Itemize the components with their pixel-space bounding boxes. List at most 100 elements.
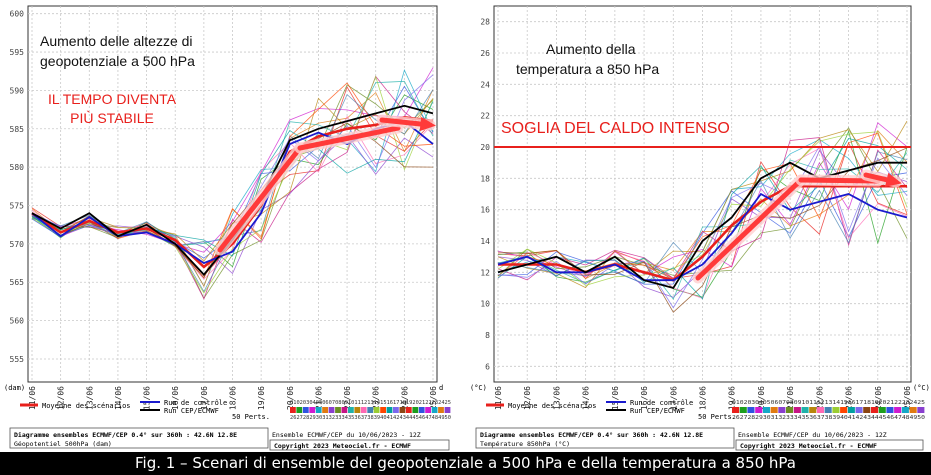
y-tick-label: 24	[480, 80, 490, 89]
legend-member-swatch	[438, 407, 444, 413]
ensemble-member-line	[497, 138, 908, 300]
legend-member-swatch	[309, 407, 316, 413]
legend-member-swatch	[732, 407, 740, 413]
legend-members-row1: 0102030405060708091011121314151617181920…	[732, 400, 925, 406]
legend-member-swatch	[444, 407, 451, 413]
footer-line2: Température 850hPa (°C)	[480, 440, 570, 448]
legend-control-label: Run de contrôle	[630, 399, 693, 407]
x-tick-label: 21/06	[314, 386, 323, 410]
legend-member-swatch	[824, 407, 832, 413]
annotation-stable-line2: PIÙ STABILE	[70, 110, 154, 126]
legend-member-swatch	[386, 407, 393, 413]
temperature-chart: 6 8 10 12 14 16 18 20 22 24 26 28 11/06 12/06 13/06 14/…	[470, 5, 930, 451]
series-oper-line	[497, 161, 907, 290]
legend-member-swatch	[405, 407, 412, 413]
legend-member-swatch	[418, 407, 425, 413]
trend-arrow-shaft	[798, 177, 881, 184]
footer-ensemble-run: Ensemble ECMWF/CEP du 10/06/2023 - 12Z	[272, 431, 421, 439]
legend-member-swatch	[431, 407, 438, 413]
legend-member-swatch	[393, 407, 399, 413]
y-tick-label: 565	[10, 278, 25, 287]
trend-arrows	[692, 169, 902, 284]
figure-caption: Fig. 1 – Scenari di ensemble del geopote…	[0, 452, 931, 475]
x-tick-label: 11/06	[28, 386, 37, 410]
x-tick-label: 17/06	[669, 386, 678, 410]
footer-info-box	[475, 427, 735, 449]
legend-member-swatch	[801, 407, 809, 413]
trend-arrow-shaft	[297, 125, 401, 151]
annotation-left-line2: geopotenziale a 500 hPa	[40, 53, 195, 69]
x-tick-label: 24/06	[874, 386, 883, 410]
legend-member-swatch	[762, 407, 770, 413]
legend-oper-label: Run CEP/ECMWF	[630, 407, 685, 415]
series-mean-line	[31, 115, 434, 269]
legend-members-row1: 0102030405060708091011121314151617181920…	[290, 400, 451, 406]
x-tick-label: 14/06	[582, 386, 591, 410]
y-tick-label: 14	[480, 237, 490, 246]
legend-member-swatch	[917, 407, 925, 413]
legend-member-swatch	[894, 407, 902, 413]
x-tick-label: 17/06	[200, 386, 209, 410]
y-tick-label: 28	[480, 18, 490, 27]
unit-left: (°C)	[470, 384, 487, 392]
legend-member-swatch	[809, 407, 817, 413]
footer-copyright: Copyright 2023 Meteociel.fr - ECMWF	[274, 442, 411, 450]
footer-line1: Diagramme ensembles ECMWF/CEP 0.4° sur 3…	[480, 431, 703, 439]
legend-member-swatch	[296, 407, 303, 413]
annotation-right-line2: temperatura a 850 hPa	[516, 61, 659, 77]
y-tick-label: 595	[10, 48, 25, 57]
trend-arrow-shaft	[695, 177, 804, 281]
legend-member-swatch	[425, 407, 431, 413]
y-tick-label: 580	[10, 163, 25, 172]
x-tick-label: 12/06	[57, 386, 66, 410]
legend-mean-label: Moyenne des scénarios	[508, 402, 597, 410]
legend-member-swatch	[847, 407, 855, 413]
y-tick-label: 22	[480, 112, 490, 121]
legend-control-label: Run de contrôle	[164, 399, 227, 407]
legend-member-swatch	[399, 407, 406, 413]
x-tick-label: 25/06	[903, 386, 912, 410]
y-tick-label: 600	[10, 10, 25, 19]
legend-member-swatch	[322, 407, 328, 413]
x-tick-label: 13/06	[85, 386, 94, 410]
legend-oper-label: Run CEP/ECMWF	[164, 407, 219, 415]
annotation-stable-line1: IL TEMPO DIVENTA	[48, 91, 177, 107]
legend-mean-label: Moyenne des scénarios	[42, 402, 131, 410]
trend-arrow-shaft	[217, 145, 303, 253]
legend-member-swatch	[367, 407, 374, 413]
legend-member-swatch	[778, 407, 786, 413]
legend-member-swatch	[832, 407, 840, 413]
legend-member-swatch	[360, 407, 367, 413]
legend-member-swatch	[412, 407, 419, 413]
legend-member-swatches	[732, 407, 925, 413]
ensemble-member-line	[31, 84, 434, 300]
x-tick-label: 20/06	[286, 386, 295, 410]
y-tick-label: 26	[480, 49, 490, 58]
footer-copyright: Copyright 2023 Meteociel.fr - ECMWF	[740, 442, 877, 450]
x-tick-label: 19/06	[728, 386, 737, 410]
legend-perts-label: 50 Perts.	[232, 413, 270, 421]
x-tick-label: 18/06	[699, 386, 708, 410]
legend-member-swatch	[302, 407, 309, 413]
legend-member-swatch	[328, 407, 335, 413]
x-tick-label: 25/06	[429, 386, 438, 410]
legend-member-swatch	[840, 407, 848, 413]
y-tick-label: 590	[10, 86, 25, 95]
legend-member-swatch	[886, 407, 894, 413]
trend-arrow-head	[419, 116, 436, 132]
y-tick-label: 6	[485, 362, 490, 371]
x-tick-label: 18/06	[229, 386, 238, 410]
y-tick-label: 20	[480, 143, 490, 152]
y-tick-label: 585	[10, 125, 25, 134]
legend-member-swatch	[871, 407, 879, 413]
y-tick-label: 570	[10, 240, 25, 249]
y-tick-label: 12	[480, 268, 490, 277]
x-tick-label: 16/06	[640, 386, 649, 410]
series-mean-line	[498, 184, 907, 282]
legend-member-swatch	[747, 407, 755, 413]
ensemble-member-line	[497, 145, 908, 309]
legend-member-swatch	[315, 407, 322, 413]
legend-member-swatch	[373, 407, 380, 413]
legend-member-swatch	[341, 407, 348, 413]
x-tick-label: 15/06	[611, 386, 620, 410]
